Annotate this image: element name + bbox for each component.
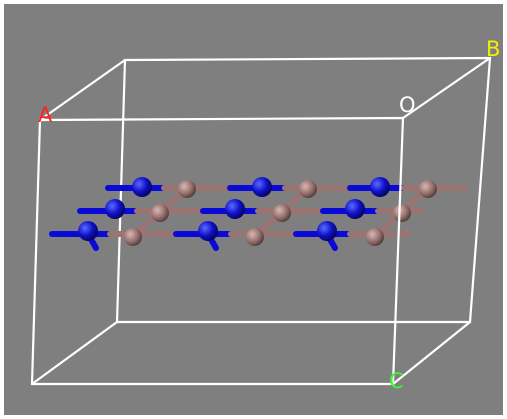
atom-n [132,177,152,197]
atom-n [225,199,245,219]
atom-b [124,228,142,246]
atom-b [273,204,291,222]
axis-label-a: A [38,103,53,127]
atom-n [198,221,218,241]
atom-n [78,221,98,241]
atom-b [178,180,196,198]
viewer: A B O C [0,0,507,419]
atom-b [151,204,169,222]
atom-n [370,177,390,197]
axis-label-c: C [389,369,404,393]
atom-n [317,221,337,241]
atom-b [246,228,264,246]
atom-n [345,199,365,219]
atom-b [419,180,437,198]
atom-n [252,177,272,197]
atom-b [393,204,411,222]
axis-label-b: B [486,37,500,61]
atom-n [105,199,125,219]
page: {"labels": {"a": "A", "b": "B", "o": "O"… [0,0,507,419]
atom-b [366,228,384,246]
atom-b [299,180,317,198]
origin-label: O [399,93,416,117]
